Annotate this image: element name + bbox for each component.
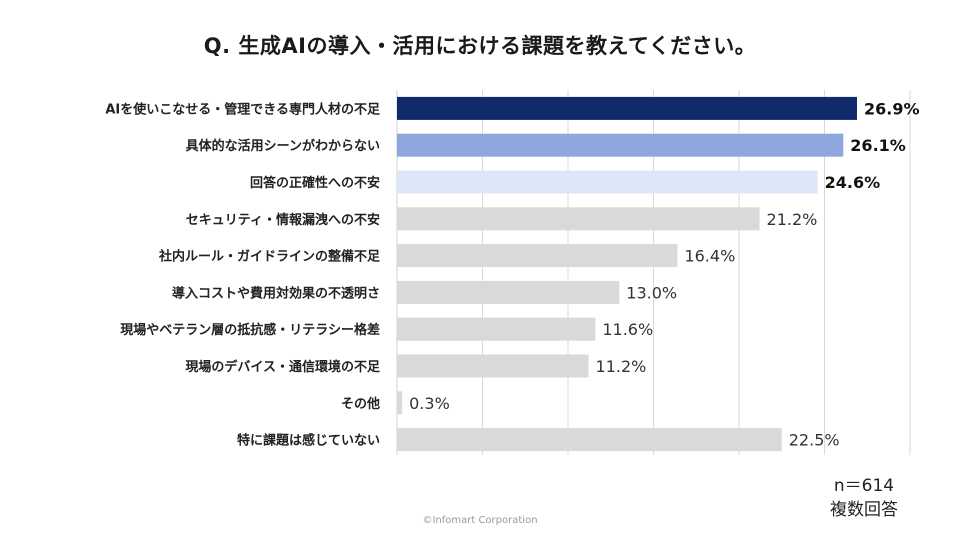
value-label: 26.1% [850,136,906,155]
copyright: ©Infomart Corporation [422,515,538,526]
bar [397,354,589,378]
value-label: 24.6% [825,173,881,192]
bar [397,96,857,120]
value-label: 0.3% [409,394,450,413]
bar [397,170,818,194]
value-label: 22.5% [789,431,840,450]
bar [397,207,760,231]
value-label: 21.2% [767,210,818,229]
category-label: AIを使いこなせる・管理できる専門人材の不足 [105,101,381,117]
multiple-answer-note: 複数回答 [830,500,898,520]
value-label: 11.2% [596,357,647,376]
value-label: 16.4% [684,247,735,266]
category-label: 特に課題は感じていない [237,433,380,449]
category-label: 導入コストや費用対効果の不透明さ [172,285,380,301]
bar [397,280,620,304]
category-label: その他 [341,396,380,412]
value-label: 26.9% [864,99,920,118]
sample-note: n＝614 複数回答 [830,474,898,522]
chart-title: Q. 生成AIの導入・活用における課題を教えてください。 [203,34,757,58]
value-labels: 26.9% 26.1% 24.6% 21.2% 16.4% 13.0% 11.6% 11.2%… [409,99,919,449]
category-label: 回答の正確性への不安 [250,175,380,191]
category-label: 社内ルール・ガイドラインの整備不足 [158,249,381,265]
bar-chart: AIを使いこなせる・管理できる専門人材の不足具体的な活用シーンがわからない回答の… [105,90,920,455]
bar [397,133,844,157]
category-label: セキュリティ・情報漏洩への不安 [186,212,380,228]
value-label: 13.0% [626,283,677,302]
sample-size: n＝614 [833,476,895,496]
category-label: 現場やベテラン層の抵抗感・リテラシー格差 [120,322,380,338]
bars [397,96,857,452]
bar [397,428,782,452]
category-label: 現場のデバイス・通信環境の不足 [185,359,381,375]
bar [397,317,596,341]
value-label: 11.6% [602,320,653,339]
category-labels: AIを使いこなせる・管理できる専門人材の不足具体的な活用シーンがわからない回答の… [105,101,381,448]
category-label: 具体的な活用シーンがわからない [186,138,380,154]
bar [397,244,678,268]
bar [397,391,403,415]
